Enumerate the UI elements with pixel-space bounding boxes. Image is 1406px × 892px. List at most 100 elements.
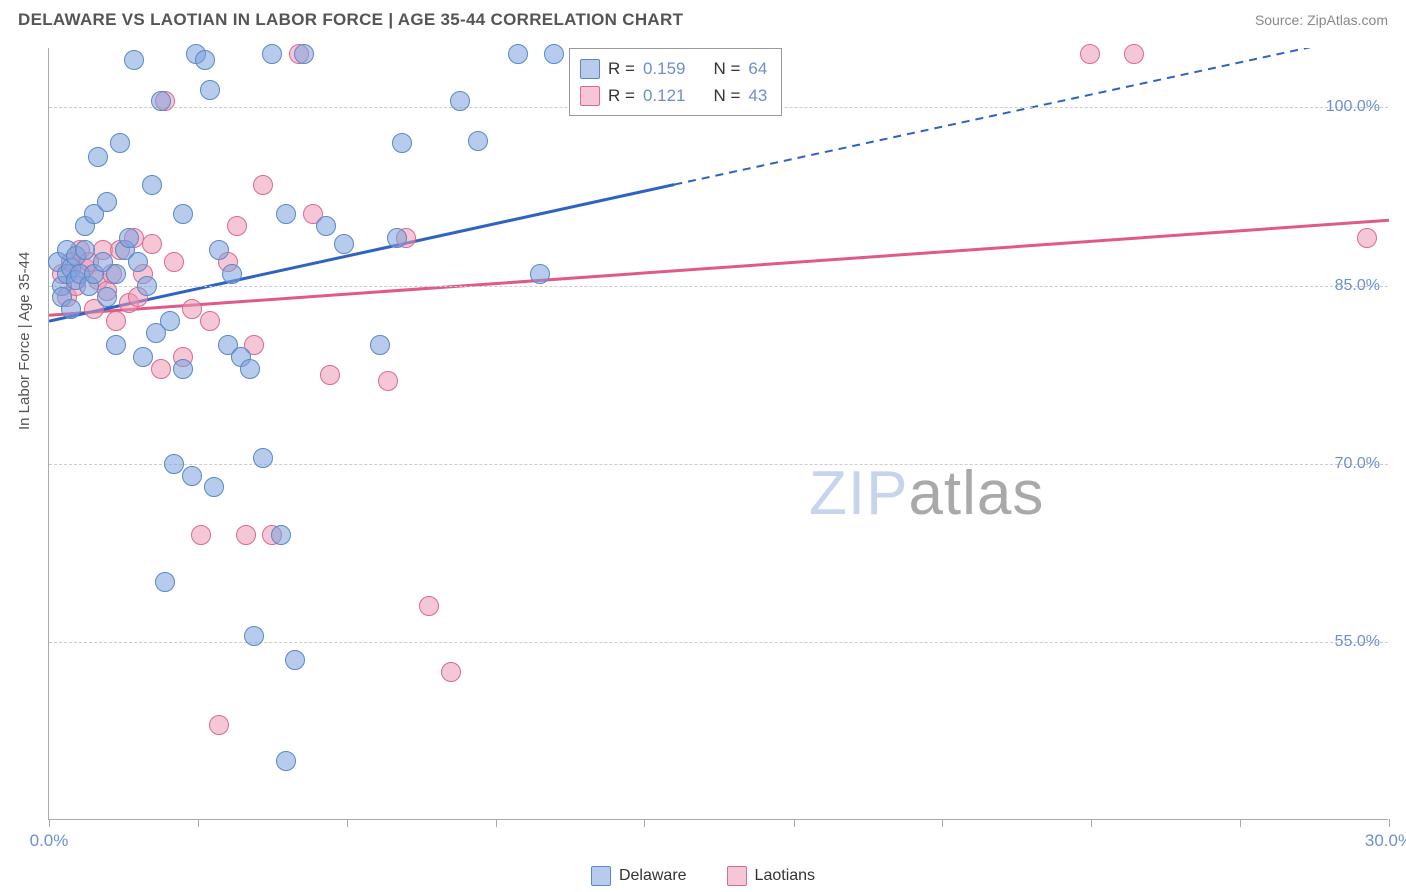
data-point-delaware	[164, 454, 184, 474]
x-tick	[198, 819, 199, 827]
legend-row-delaware: R = 0.159 N = 64	[580, 55, 767, 82]
data-point-delaware	[88, 147, 108, 167]
data-point-delaware	[124, 50, 144, 70]
data-point-delaware	[508, 44, 528, 64]
data-point-laotians	[320, 365, 340, 385]
gridline-h	[49, 464, 1388, 465]
data-point-delaware	[182, 466, 202, 486]
legend-item-delaware: Delaware	[591, 866, 687, 886]
legend-swatch-laotians	[727, 866, 747, 886]
legend-label: Delaware	[619, 867, 687, 885]
data-point-delaware	[387, 228, 407, 248]
x-tick	[1091, 819, 1092, 827]
x-tick-label: 30.0%	[1365, 831, 1406, 851]
data-point-delaware	[200, 80, 220, 100]
data-point-delaware	[106, 335, 126, 355]
r-label: R =	[608, 82, 635, 109]
legend-row-laotians: R = 0.121 N = 43	[580, 82, 767, 109]
data-point-delaware	[209, 240, 229, 260]
data-point-laotians	[209, 715, 229, 735]
r-label: R =	[608, 55, 635, 82]
data-point-laotians	[106, 311, 126, 331]
data-point-laotians	[182, 299, 202, 319]
data-point-delaware	[119, 228, 139, 248]
data-point-laotians	[164, 252, 184, 272]
data-point-delaware	[468, 131, 488, 151]
legend-label: Laotians	[755, 867, 816, 885]
data-point-delaware	[334, 234, 354, 254]
data-point-delaware	[450, 91, 470, 111]
data-point-delaware	[142, 175, 162, 195]
trend-lines-layer	[49, 48, 1389, 820]
data-point-delaware	[160, 311, 180, 331]
data-point-delaware	[97, 287, 117, 307]
watermark: ZIPatlas	[809, 458, 1044, 529]
legend-item-laotians: Laotians	[727, 866, 816, 886]
r-value: 0.159	[643, 55, 686, 82]
data-point-laotians	[419, 596, 439, 616]
data-point-delaware	[222, 264, 242, 284]
n-label: N =	[713, 55, 740, 82]
y-axis-label: In Labor Force | Age 35-44	[16, 252, 33, 430]
data-point-delaware	[137, 276, 157, 296]
data-point-delaware	[316, 216, 336, 236]
x-tick	[942, 819, 943, 827]
legend-swatch-delaware	[591, 866, 611, 886]
legend-swatch-delaware	[580, 59, 600, 79]
y-tick-label: 100.0%	[1326, 98, 1380, 116]
data-point-delaware	[294, 44, 314, 64]
series-legend: Delaware Laotians	[0, 866, 1406, 886]
data-point-laotians	[227, 216, 247, 236]
data-point-delaware	[110, 133, 130, 153]
scatter-plot-area: ZIPatlas 55.0%70.0%85.0%100.0%0.0%30.0%	[48, 48, 1388, 820]
x-tick	[1240, 819, 1241, 827]
data-point-delaware	[392, 133, 412, 153]
data-point-laotians	[236, 525, 256, 545]
data-point-delaware	[240, 359, 260, 379]
data-point-delaware	[133, 347, 153, 367]
data-point-delaware	[195, 50, 215, 70]
data-point-delaware	[97, 192, 117, 212]
y-tick-label: 55.0%	[1335, 633, 1380, 651]
y-tick-label: 70.0%	[1335, 455, 1380, 473]
data-point-delaware	[173, 204, 193, 224]
data-point-laotians	[142, 234, 162, 254]
data-point-delaware	[271, 525, 291, 545]
x-tick	[496, 819, 497, 827]
gridline-h	[49, 286, 1388, 287]
x-tick	[347, 819, 348, 827]
n-label: N =	[713, 82, 740, 109]
data-point-delaware	[285, 650, 305, 670]
data-point-laotians	[378, 371, 398, 391]
x-tick	[49, 819, 50, 827]
data-point-laotians	[151, 359, 171, 379]
data-point-delaware	[106, 264, 126, 284]
y-tick-label: 85.0%	[1335, 277, 1380, 295]
data-point-delaware	[128, 252, 148, 272]
data-point-delaware	[276, 751, 296, 771]
data-point-laotians	[441, 662, 461, 682]
data-point-delaware	[155, 572, 175, 592]
chart-title: DELAWARE VS LAOTIAN IN LABOR FORCE | AGE…	[18, 10, 683, 30]
data-point-delaware	[262, 44, 282, 64]
r-value: 0.121	[643, 82, 686, 109]
data-point-delaware	[530, 264, 550, 284]
correlation-legend: R = 0.159 N = 64 R = 0.121 N = 43	[569, 48, 782, 116]
data-point-laotians	[1357, 228, 1377, 248]
data-point-delaware	[370, 335, 390, 355]
data-point-delaware	[61, 299, 81, 319]
data-point-delaware	[253, 448, 273, 468]
data-point-delaware	[173, 359, 193, 379]
data-point-delaware	[544, 44, 564, 64]
data-point-laotians	[1124, 44, 1144, 64]
x-tick	[794, 819, 795, 827]
data-point-delaware	[204, 477, 224, 497]
data-point-delaware	[276, 204, 296, 224]
source-attribution: Source: ZipAtlas.com	[1255, 12, 1388, 28]
watermark-bold: ZIP	[809, 459, 908, 528]
data-point-laotians	[1080, 44, 1100, 64]
data-point-laotians	[191, 525, 211, 545]
data-point-laotians	[253, 175, 273, 195]
data-point-delaware	[244, 626, 264, 646]
n-value: 43	[748, 82, 767, 109]
